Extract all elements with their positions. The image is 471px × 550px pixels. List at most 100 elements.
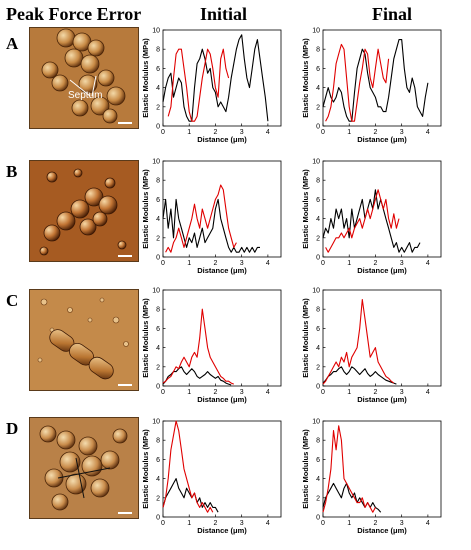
chart-d-final: 0 2 4 6 8 10 0 1 2 3 4 Distance (μm) Elastic Modulus… [301,419,442,535]
plot-frame [162,160,282,258]
plot-frame [322,160,442,258]
x-tick-label: 1 [347,520,351,527]
y-tick-label: 4 [316,476,320,483]
y-tick-label: 6 [156,326,160,333]
column-header-peak-force-error: Peak Force Error [6,4,142,24]
row-label-d: D [6,419,19,438]
x-tick-label: 0 [161,260,165,267]
y-axis-label: Elastic Modulus (MPa) [141,38,150,118]
plot-frame [322,29,442,127]
septum-annotation: Septum [68,90,103,101]
series-line-1 [322,189,421,253]
afm-image-a: Septum [29,27,139,129]
afm-image-d [29,417,139,519]
y-tick-label: 0 [316,384,320,391]
series-line-1 [322,366,397,385]
y-tick-label: 4 [156,216,160,223]
y-tick-label: 0 [156,515,160,522]
x-tick-label: 3 [240,389,244,396]
x-tick-label: 3 [400,129,404,136]
y-axis-label: Elastic Modulus (MPa) [301,429,310,509]
row-label-b: B [6,162,18,181]
x-tick-label: 3 [240,520,244,527]
afm-image-c [29,289,139,391]
y-tick-label: 0 [316,124,320,131]
x-tick-label: 3 [400,520,404,527]
y-tick-label: 6 [316,197,320,204]
y-tick-label: 0 [156,384,160,391]
y-tick-label: 0 [156,124,160,131]
x-tick-label: 2 [373,129,377,136]
x-tick-label: 1 [347,260,351,267]
y-tick-label: 8 [316,307,320,314]
y-tick-label: 4 [316,345,320,352]
x-tick-label: 2 [373,520,377,527]
y-tick-label: 10 [312,288,320,295]
x-tick-label: 4 [426,260,430,267]
y-tick-label: 6 [156,66,160,73]
chart-c-final: 0 2 4 6 8 10 0 1 2 3 4 Distance (μm) Elastic Modulus… [301,288,442,404]
y-tick-label: 4 [316,85,320,92]
y-tick-label: 4 [316,216,320,223]
y-tick-label: 0 [316,255,320,262]
y-tick-label: 10 [152,419,160,426]
series-line-1 [162,34,269,122]
y-axis-label: Elastic Modulus (MPa) [301,298,310,378]
series-line-1 [162,478,219,513]
y-tick-label: 4 [156,476,160,483]
x-axis-label: Distance (μm) [357,395,407,404]
y-tick-label: 10 [152,28,160,35]
y-tick-label: 2 [316,495,320,502]
y-tick-label: 8 [156,307,160,314]
x-tick-label: 4 [426,389,430,396]
y-axis-label: Elastic Modulus (MPa) [141,298,150,378]
x-axis-label: Distance (μm) [197,135,247,144]
series-line-2 [325,189,400,253]
x-axis-label: Distance (μm) [197,266,247,275]
x-tick-label: 1 [347,389,351,396]
x-axis-label: Distance (μm) [197,395,247,404]
y-tick-label: 2 [316,364,320,371]
x-tick-label: 1 [187,260,191,267]
y-tick-label: 8 [316,178,320,185]
row-label-a: A [6,34,19,53]
y-tick-label: 10 [152,159,160,166]
y-tick-label: 8 [156,438,160,445]
column-header-final: Final [372,4,413,24]
x-tick-label: 3 [400,389,404,396]
y-tick-label: 2 [316,235,320,242]
afm-image-b [29,160,139,262]
series-line-1 [162,198,260,253]
x-tick-label: 4 [266,520,270,527]
chart-c-initial: 0 2 4 6 8 10 0 1 2 3 4 Distance (μm) Elastic Modulus… [141,288,282,404]
x-axis-label: Distance (μm) [197,526,247,535]
x-tick-label: 2 [213,129,217,136]
series-line-2 [322,299,395,385]
plot-frame [162,420,282,518]
y-axis-label: Elastic Modulus (MPa) [141,429,150,509]
x-tick-label: 3 [240,260,244,267]
x-tick-label: 2 [213,389,217,396]
x-tick-label: 3 [400,260,404,267]
series-line-2 [322,425,376,513]
y-tick-label: 8 [316,438,320,445]
y-tick-label: 6 [316,326,320,333]
x-tick-label: 1 [187,520,191,527]
series-line-2 [162,308,234,385]
y-tick-label: 8 [156,178,160,185]
series-line-1 [322,482,382,513]
x-axis-label: Distance (μm) [357,526,407,535]
x-tick-label: 0 [161,520,165,527]
x-axis-label: Distance (μm) [357,135,407,144]
x-tick-label: 4 [426,520,430,527]
x-tick-label: 1 [347,129,351,136]
y-tick-label: 10 [312,419,320,426]
plot-frame [162,289,282,387]
series-line-2 [325,43,390,122]
column-header-initial: Initial [200,4,248,24]
series-line-2 [165,184,237,253]
x-tick-label: 2 [373,389,377,396]
y-tick-label: 2 [316,104,320,111]
y-axis-label: Elastic Modulus (MPa) [301,38,310,118]
series-line-1 [322,39,429,122]
